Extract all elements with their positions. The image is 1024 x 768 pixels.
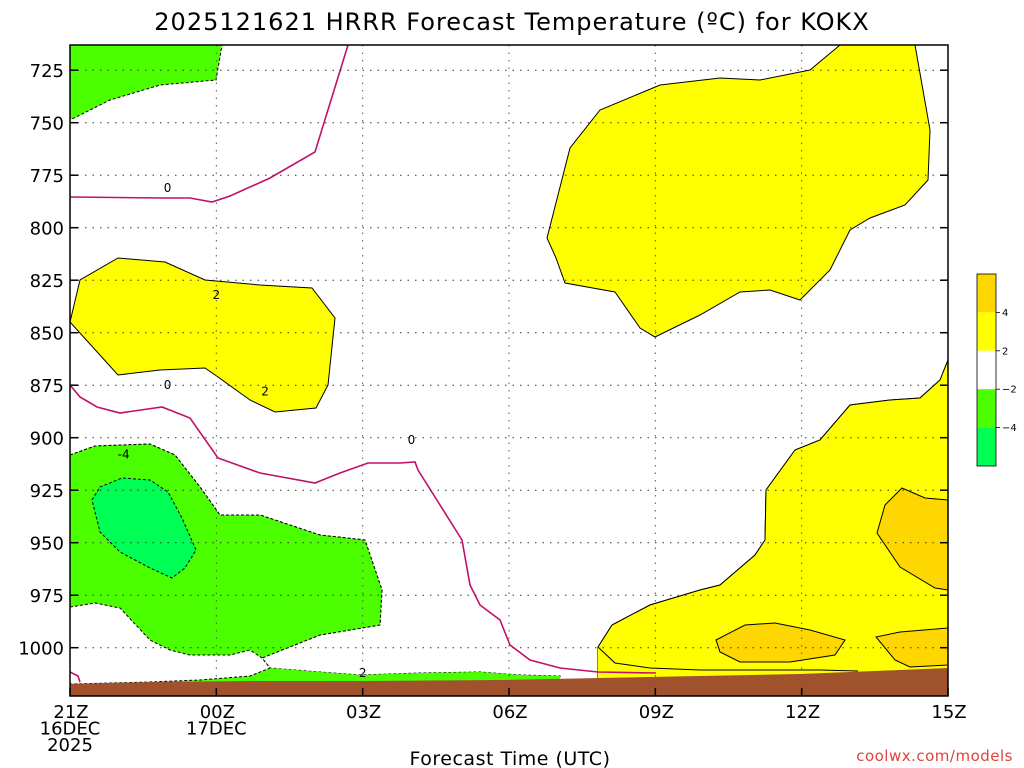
colorbar-label: 2	[1002, 346, 1008, 357]
contour-label: -4	[118, 448, 130, 462]
colorbar-band	[977, 389, 996, 428]
x-tick-label: 06Z	[492, 702, 527, 723]
contour-label: 2	[213, 288, 221, 302]
warm-region-mid-left	[70, 257, 336, 413]
warmest-patch-lower-right	[875, 627, 948, 668]
colorbar-band	[977, 350, 996, 390]
isotherm-zero-corner	[70, 671, 81, 683]
x-tick-label: 09Z	[639, 702, 674, 723]
contour-label: 2	[359, 666, 367, 680]
x-tick-label: 17DEC	[186, 719, 247, 740]
y-tick-label: 750	[30, 114, 64, 135]
credit-text: coolwx.com/models	[856, 747, 1013, 765]
y-tick-label: 950	[30, 534, 64, 555]
warmest-patch-center	[715, 622, 846, 663]
x-tick-label: 2025	[47, 735, 93, 756]
chart-title: 2025121621 HRRR Forecast Temperature (ºC…	[154, 8, 869, 36]
warmest-patch-right	[876, 487, 948, 591]
contour-labels: 0 2 0 2 0 -4 2	[118, 181, 416, 680]
colorbar-label: 4	[1002, 308, 1008, 319]
y-tick-label: 850	[30, 324, 64, 345]
contour-label: 0	[408, 433, 416, 447]
y-tick-label: 800	[30, 219, 64, 240]
x-tick-label: 03Z	[346, 702, 381, 723]
contour-label: 0	[164, 378, 172, 392]
y-tick-label: 925	[30, 481, 64, 502]
y-tick-label: 725	[30, 61, 64, 82]
isotherm-zero-upper	[70, 45, 349, 203]
x-tick-label: 16DEC	[40, 719, 101, 740]
contour-label: 2	[261, 385, 269, 399]
colorbar-band	[977, 274, 996, 313]
y-tick-label: 1000	[18, 639, 64, 660]
y-tick-label: 825	[30, 271, 64, 292]
contour-label: 0	[164, 181, 172, 195]
warm-region-lower-right-outline	[597, 359, 948, 648]
cold-region-lower-left-outline	[70, 443, 383, 659]
coldest-core	[91, 477, 197, 579]
x-tick-label: 15Z	[931, 702, 966, 723]
warm-region-lower-right-fill	[598, 360, 948, 690]
x-tick-label: 21Z	[53, 702, 88, 723]
y-tick-label: 875	[30, 376, 64, 397]
x-tick-label: 00Z	[200, 702, 235, 723]
y-tick-label: 900	[30, 429, 64, 450]
colorbar: 4 2 −2 −4	[976, 273, 1017, 467]
colorbar-band	[977, 312, 996, 351]
x-axis-label: Forecast Time (UTC)	[410, 748, 611, 768]
colorbar-frame	[976, 273, 997, 467]
cold-region-upper-left	[70, 45, 223, 121]
terrain	[70, 668, 948, 696]
x-tick-label: 12Z	[785, 702, 820, 723]
y-axis: 725 750 775 800 825 850 875 900 925 950 975 1000	[18, 61, 948, 660]
colorbar-label: −4	[1002, 423, 1017, 434]
warm-region-lower-right-bottom-edge	[597, 646, 859, 672]
colorbar-label: −2	[1002, 385, 1017, 396]
y-tick-label: 975	[30, 586, 64, 607]
warm-region-upper-right	[546, 45, 931, 338]
y-tick-label: 775	[30, 166, 64, 187]
plot-area	[70, 45, 948, 696]
colorbar-band	[977, 427, 996, 466]
cold-region-lower-left-fill	[70, 444, 560, 690]
cold-region-lower-left-hole	[70, 602, 271, 685]
